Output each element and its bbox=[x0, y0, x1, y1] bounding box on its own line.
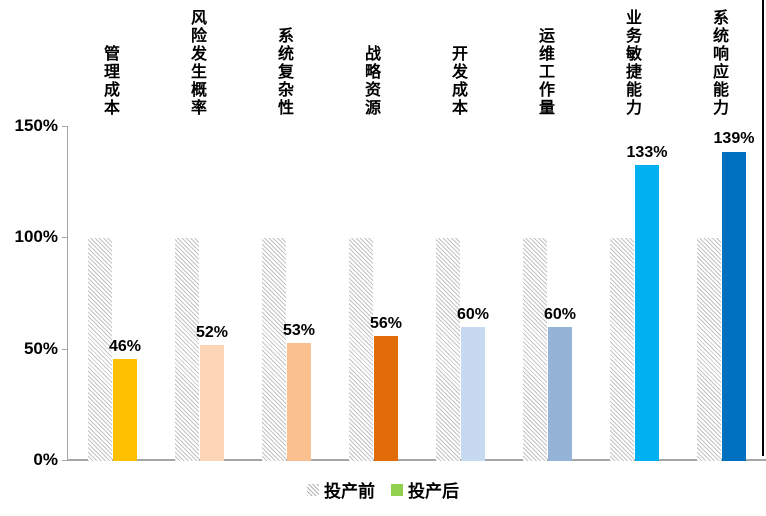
bar-post-launch bbox=[461, 327, 485, 461]
y-tick-label: 100% bbox=[14, 227, 58, 247]
bar-pre-launch bbox=[349, 238, 373, 461]
legend-swatch-pre-launch-icon bbox=[307, 483, 319, 496]
category-label: 业 务 敏 捷 能 力 bbox=[625, 10, 643, 117]
bar-group: 139% 系 统 响 应 能 力 bbox=[677, 0, 764, 516]
bar-post-launch bbox=[200, 345, 224, 461]
category-label: 风 险 发 生 概 率 bbox=[190, 10, 208, 117]
y-tick-mark bbox=[62, 237, 68, 239]
bar-group: 60% 开 发 成 本 bbox=[416, 0, 503, 516]
bar-group: 60% 运 维 工 作 量 bbox=[503, 0, 590, 516]
category-label: 运 维 工 作 量 bbox=[538, 28, 556, 117]
y-tick-mark bbox=[62, 348, 68, 350]
category-label: 管 理 成 本 bbox=[103, 46, 121, 117]
bar-group: 52% 风 险 发 生 概 率 bbox=[155, 0, 242, 516]
y-tick-mark bbox=[62, 460, 68, 461]
bar-post-launch bbox=[548, 327, 572, 461]
y-tick-label: 50% bbox=[23, 338, 58, 358]
bar-pre-launch bbox=[88, 238, 112, 461]
bar-group: 133% 业 务 敏 捷 能 力 bbox=[590, 0, 677, 516]
bar-group: 46% 管 理 成 本 bbox=[68, 0, 155, 516]
bar-post-launch bbox=[722, 151, 746, 461]
legend-item-pre-launch: 投产前 bbox=[307, 477, 375, 502]
x-axis-baseline bbox=[68, 459, 766, 461]
category-label: 系 统 复 杂 性 bbox=[277, 28, 295, 117]
category-label: 开 发 成 本 bbox=[451, 46, 469, 117]
bar-value-label: 60% bbox=[543, 306, 577, 324]
category-label: 战 略 资 源 bbox=[364, 46, 382, 117]
chart-legend: 投产前 投产后 bbox=[0, 477, 766, 502]
y-tick-mark bbox=[62, 126, 68, 127]
bar-pre-launch bbox=[436, 238, 460, 461]
y-tick-label: 0% bbox=[33, 450, 58, 469]
bar-value-label: 52% bbox=[195, 324, 229, 342]
legend-label-post-launch: 投产后 bbox=[408, 482, 459, 501]
bar-group: 56% 战 略 资 源 bbox=[329, 0, 416, 516]
bar-pre-launch bbox=[523, 238, 547, 461]
legend-swatch-post-launch-icon bbox=[391, 483, 403, 496]
bar-post-launch bbox=[374, 336, 398, 461]
bar-pre-launch bbox=[610, 238, 634, 461]
bar-value-label: 133% bbox=[626, 143, 668, 161]
legend-item-post-launch: 投产后 bbox=[391, 477, 459, 502]
y-tick-label: 150% bbox=[14, 116, 58, 135]
bar-pre-launch bbox=[262, 238, 286, 461]
bar-post-launch bbox=[113, 358, 137, 461]
image-right-border bbox=[762, 0, 764, 456]
bar-post-launch bbox=[635, 164, 659, 461]
bar-value-label: 60% bbox=[456, 306, 490, 324]
y-axis-line bbox=[67, 127, 68, 461]
bar-pre-launch bbox=[175, 238, 199, 461]
legend-label-pre-launch: 投产前 bbox=[324, 482, 375, 501]
bar-value-label: 139% bbox=[713, 130, 755, 148]
bar-group: 53% 系 统 复 杂 性 bbox=[242, 0, 329, 516]
category-label: 系 统 响 应 能 力 bbox=[712, 10, 730, 117]
bar-value-label: 53% bbox=[282, 321, 316, 339]
bar-post-launch bbox=[287, 343, 311, 461]
bar-value-label: 56% bbox=[369, 315, 403, 333]
bar-pre-launch bbox=[697, 238, 721, 461]
bar-value-label: 46% bbox=[108, 337, 142, 355]
